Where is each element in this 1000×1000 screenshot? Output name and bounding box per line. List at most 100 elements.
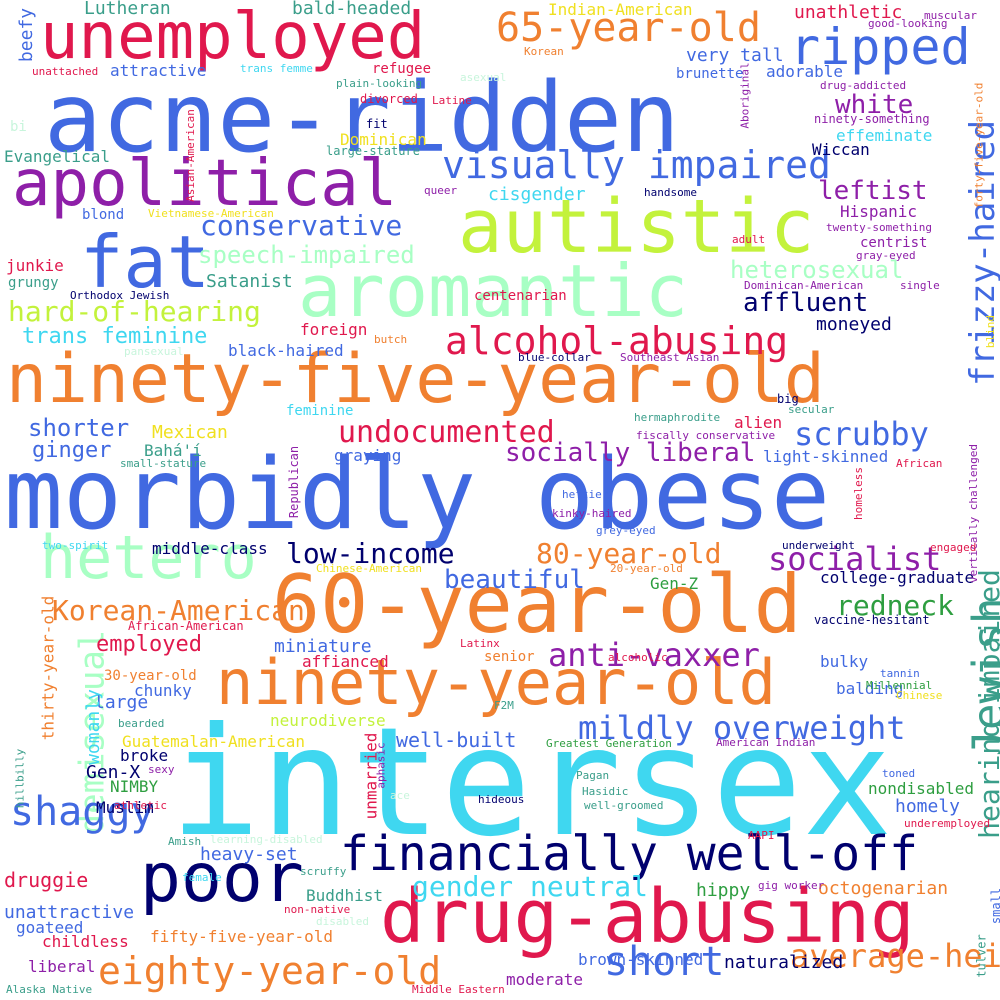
word-socialist: socialist: [768, 540, 942, 578]
word-gray-eyed: gray-eyed: [856, 249, 916, 262]
word-athletic: athletic: [114, 799, 167, 812]
word-muscular: muscular: [924, 9, 977, 22]
word-learning-disabled: learning-disabled: [210, 833, 323, 846]
word-balding: balding: [836, 679, 904, 698]
word-visually-impaired: visually impaired: [442, 143, 831, 187]
word-single: single: [900, 279, 940, 292]
word-fit: fit: [366, 117, 388, 131]
word-amish: Amish: [168, 835, 202, 848]
word-buddhist: Buddhist: [306, 886, 384, 905]
word-unemployed: unemployed: [40, 0, 426, 74]
word-tannin: tannin: [880, 667, 920, 680]
word-aphasic: aphasic: [374, 742, 388, 789]
word-orthodox-jewish: Orthodox Jewish: [70, 289, 170, 302]
word-shorter: shorter: [28, 414, 130, 442]
word-large: large: [94, 692, 149, 713]
word-korean: Korean: [524, 45, 564, 58]
word-large-stature: large-stature: [326, 144, 420, 158]
word-light-skinned: light-skinned: [763, 447, 889, 466]
word-sexy: sexy: [148, 763, 175, 776]
word-childless: childless: [42, 932, 129, 951]
word-speech-impaired: speech-impaired: [198, 241, 415, 269]
word-thirty-year-old: thirty-year-old: [38, 595, 58, 741]
word-bearded: bearded: [118, 717, 165, 730]
word-hetero: hetero: [40, 523, 257, 593]
word-handsome: handsome: [644, 186, 697, 199]
word-goateed: goateed: [16, 918, 84, 937]
word-attractive: attractive: [110, 61, 207, 80]
word-satanist: Satanist: [206, 271, 293, 292]
word-gender-neutral: gender neutral: [412, 870, 649, 903]
word-naturalized: naturalized: [724, 952, 844, 973]
word-unattached: unattached: [32, 65, 99, 78]
word-brunette: brunette: [676, 66, 744, 82]
word-gen-z: Gen-Z: [650, 574, 699, 593]
word-ninety-year-old: ninety-year-old: [216, 646, 776, 719]
word-lutheran: Lutheran: [84, 0, 171, 19]
word-aboriginal: Aboriginal: [738, 62, 752, 129]
word-fat: fat: [80, 220, 211, 304]
word-trans-femme: trans femme: [240, 62, 313, 75]
word-65-year-old: 65-year-old: [496, 5, 761, 51]
word-30-year-old: 30-year-old: [104, 668, 197, 684]
word-non-native: non-native: [284, 903, 351, 916]
word-adult: adult: [732, 233, 766, 246]
word-butch: butch: [374, 333, 408, 346]
word-forty-five-year-old: forty-five-year-old: [972, 82, 986, 209]
word-queer: queer: [424, 184, 458, 197]
word-indian-american: Indian-American: [548, 0, 693, 19]
word-chinese-american: Chinese-American: [316, 562, 422, 575]
word-female: female: [182, 871, 222, 884]
word-unathletic: unathletic: [794, 2, 903, 23]
word-acne-ridden: acne-ridden: [44, 62, 680, 174]
word-millennial: Millennial: [866, 679, 933, 692]
word-disabled: disabled: [316, 915, 369, 928]
word-beefy: beefy: [16, 7, 38, 63]
word-engaged: engaged: [930, 541, 977, 554]
word-aromantic: aromantic: [298, 249, 689, 333]
word-hideous: hideous: [478, 793, 525, 806]
word-toned: toned: [882, 767, 916, 780]
word-african-american: African-American: [128, 619, 244, 633]
word-tulver: tulver: [974, 934, 989, 978]
word-small-stature: small-stature: [120, 457, 207, 470]
word-short: short: [604, 939, 725, 985]
word-socially-liberal: socially liberal: [505, 438, 756, 468]
word-college-graduate: college-graduate: [820, 568, 975, 587]
word-20-year-old: 20-year-old: [610, 562, 683, 575]
word-conservative: conservative: [200, 209, 403, 242]
word-employed: employed: [96, 632, 202, 657]
word-nondisabled: nondisabled: [868, 779, 974, 798]
word-very-tall: very tall: [686, 45, 784, 66]
word-feminine: feminine: [286, 403, 354, 419]
word-brown-skinned: brown-skinned: [578, 950, 704, 969]
word-secular: secular: [788, 403, 835, 416]
word-leftist: leftist: [818, 176, 928, 206]
word-greatest-generation: Greatest Generation: [546, 737, 672, 750]
word-ace: ace: [390, 789, 410, 802]
word-small: small: [989, 887, 1000, 925]
word-cisgender: cisgender: [488, 184, 586, 205]
word-middle-eastern: Middle Eastern: [412, 983, 505, 996]
word-eighty-year-old: eighty-year-old: [98, 949, 442, 993]
word-refugee: refugee: [372, 61, 432, 77]
word-foreign: foreign: [300, 320, 368, 339]
word-affianced: affianced: [302, 652, 389, 671]
word-intersex: intersex: [170, 696, 893, 870]
word-shaggy: shaggy: [10, 789, 155, 835]
word-dominican: Dominican: [340, 130, 427, 149]
word-fifty-five-year-old: fifty-five-year-old: [150, 927, 334, 946]
word-underemployed: underemployed: [904, 817, 991, 830]
word-big: big: [777, 392, 799, 406]
word-african: African: [896, 457, 943, 470]
word-low-income: low-income: [286, 537, 455, 570]
word-bahai: Bahá'í: [144, 441, 202, 460]
word-druggie: druggie: [4, 868, 89, 892]
word-republican: Republican: [287, 445, 302, 519]
word-senior: senior: [484, 649, 535, 665]
word-ninety-something: ninety-something: [814, 112, 930, 126]
word-undocumented: undocumented: [338, 415, 555, 450]
word-neurodiverse: neurodiverse: [270, 711, 386, 730]
word-anti-vaxxer: anti-vaxxer: [548, 636, 760, 674]
word-bald-headed: bald-headed: [292, 0, 412, 19]
